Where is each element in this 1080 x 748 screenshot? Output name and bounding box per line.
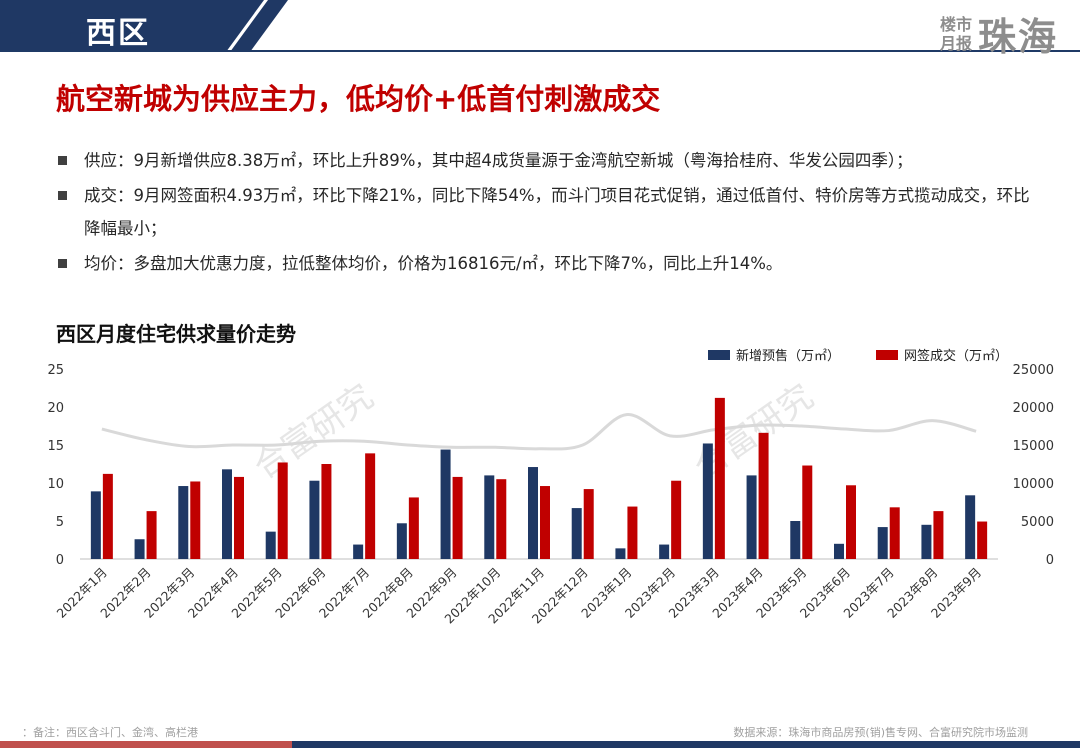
bullet-price-text: 均价：多盘加大优惠力度，拉低整体均价，价格为16816元/㎡，环比下降7%，同比… bbox=[84, 254, 783, 273]
supply-demand-price-chart: 合富研究 合富研究05101520250500010000150002000025… bbox=[47, 363, 1054, 627]
bar-deal bbox=[365, 453, 376, 559]
bullet-price: 均价：多盘加大优惠力度，拉低整体均价，价格为16816元/㎡，环比下降7%，同比… bbox=[56, 247, 1046, 280]
bottom-bar bbox=[0, 741, 1080, 748]
bar-deal bbox=[583, 489, 594, 559]
y-right-tick-label: 15000 bbox=[1013, 439, 1054, 454]
bar-supply bbox=[702, 443, 713, 559]
bar-deal bbox=[540, 486, 550, 559]
bar-deal bbox=[408, 497, 419, 559]
bottom-bar-red bbox=[0, 741, 292, 748]
bar-supply bbox=[309, 480, 320, 559]
bar-supply bbox=[965, 495, 976, 559]
y-left-tick-label: 15 bbox=[47, 439, 64, 454]
watermark-0: 合富研究 bbox=[247, 377, 381, 488]
bar-supply bbox=[528, 467, 538, 559]
bar-deal bbox=[277, 462, 288, 559]
header-rule bbox=[0, 50, 1080, 52]
bar-supply bbox=[222, 469, 232, 559]
bar-supply bbox=[484, 475, 495, 559]
bar-deal bbox=[977, 521, 988, 559]
legend-label-deal: 网签成交（万㎡） bbox=[904, 349, 1009, 364]
bar-deal bbox=[102, 473, 113, 559]
bar-deal bbox=[846, 485, 856, 559]
bar-deal bbox=[496, 479, 507, 559]
legend-swatch-deal bbox=[876, 349, 899, 360]
y-right-tick-label: 20000 bbox=[1013, 401, 1054, 416]
bar-deal bbox=[671, 480, 682, 559]
y-right-tick-label: 10000 bbox=[1013, 477, 1054, 492]
bar-deal bbox=[714, 397, 725, 559]
bullet-square-icon bbox=[58, 156, 67, 165]
data-source: 数据来源：珠海市商品房预(销)售专网、合富研究院市场监测 bbox=[733, 726, 1028, 739]
bullet-supply: 供应：9月新增供应8.38万㎡，环比上升89%，其中超4成货量源于金湾航空新城（… bbox=[56, 144, 1046, 177]
bar-supply bbox=[746, 475, 757, 559]
bar-supply bbox=[353, 544, 364, 559]
y-left-tick-label: 20 bbox=[47, 401, 64, 416]
section-tab: 西区 bbox=[0, 0, 290, 52]
bar-supply bbox=[440, 449, 451, 559]
brand-logo: 楼市 月报 珠海 bbox=[940, 6, 1058, 61]
legend-item-deal: 网签成交（万㎡） bbox=[876, 345, 1008, 364]
bar-deal bbox=[234, 476, 244, 559]
y-left-tick-label: 0 bbox=[56, 553, 64, 568]
section-title: 西区 bbox=[86, 16, 150, 51]
legend-item-supply: 新增预售（万㎡） bbox=[708, 345, 840, 364]
bullet-transaction-text: 成交：9月网签面积4.93万㎡，环比下降21%，同比下降54%，而斗门项目花式促… bbox=[84, 186, 1030, 238]
bar-supply bbox=[921, 524, 932, 559]
brand-logo-line-1: 楼市 bbox=[939, 14, 972, 34]
bar-deal bbox=[321, 464, 332, 559]
y-left-tick-label: 5 bbox=[56, 515, 64, 530]
brand-logo-city: 珠海 bbox=[977, 15, 1058, 59]
bar-deal bbox=[146, 511, 157, 559]
bullet-list: 供应：9月新增供应8.38万㎡，环比上升89%，其中超4成货量源于金湾航空新城（… bbox=[56, 144, 1046, 282]
price-line bbox=[101, 413, 977, 451]
bar-supply bbox=[178, 486, 189, 559]
bottom-bar-navy bbox=[292, 741, 1080, 748]
page-headline: 航空新城为供应主力，低均价+低首付刺激成交 bbox=[56, 82, 661, 116]
bullet-square-icon bbox=[58, 259, 67, 268]
section-tab-shape bbox=[0, 0, 288, 52]
y-right-tick-label: 5000 bbox=[1021, 515, 1054, 530]
y-right-tick-label: 25000 bbox=[1013, 363, 1054, 378]
bar-deal bbox=[758, 432, 769, 559]
bar-deal bbox=[802, 465, 813, 559]
chart-legend: 新增预售（万㎡） 网签成交（万㎡） bbox=[708, 345, 1044, 364]
bullet-supply-text: 供应：9月新增供应8.38万㎡，环比上升89%，其中超4成货量源于金湾航空新城（… bbox=[84, 151, 913, 170]
brand-logo-line-2: 月报 bbox=[939, 33, 972, 53]
chart-title: 西区月度住宅供求量价走势 bbox=[56, 322, 296, 346]
y-left-tick-label: 10 bbox=[47, 477, 64, 492]
brand-logo-small: 楼市 月报 bbox=[940, 15, 972, 53]
bar-supply bbox=[659, 544, 670, 559]
bar-deal bbox=[933, 511, 944, 559]
bar-supply bbox=[571, 508, 582, 559]
bar-supply bbox=[834, 543, 844, 559]
bar-deal bbox=[190, 481, 201, 559]
y-right-tick-label: 0 bbox=[1046, 553, 1054, 568]
bar-supply bbox=[396, 523, 407, 559]
bar-supply bbox=[134, 539, 145, 559]
bar-deal bbox=[889, 507, 900, 559]
legend-label-supply: 新增预售（万㎡） bbox=[736, 349, 841, 364]
bar-supply bbox=[265, 531, 276, 559]
bar-supply bbox=[790, 521, 801, 559]
bullet-transaction: 成交：9月网签面积4.93万㎡，环比下降21%，同比下降54%，而斗门项目花式促… bbox=[56, 179, 1046, 245]
bar-deal bbox=[452, 476, 463, 559]
footnote: ：备注：西区含斗门、金湾、高栏港 bbox=[22, 726, 198, 739]
bar-deal bbox=[627, 506, 638, 559]
bar-supply bbox=[90, 491, 101, 559]
bar-supply bbox=[615, 548, 626, 559]
bullet-square-icon bbox=[58, 191, 67, 200]
bar-supply bbox=[877, 527, 888, 559]
legend-swatch-supply bbox=[708, 349, 730, 360]
y-left-tick-label: 25 bbox=[47, 363, 64, 378]
